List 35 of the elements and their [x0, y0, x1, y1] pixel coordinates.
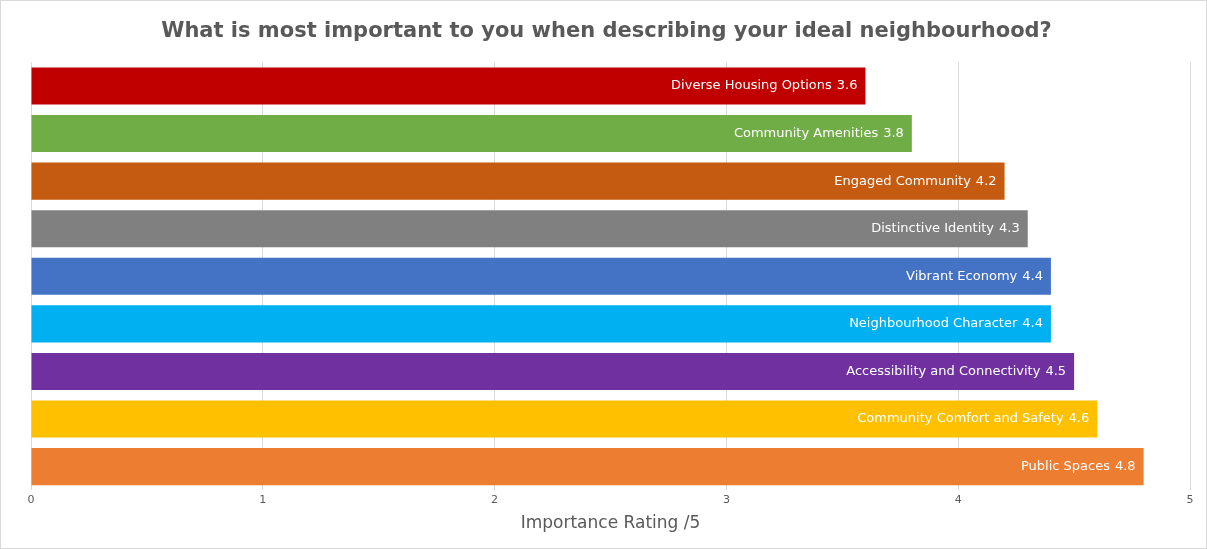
bar [31, 400, 1098, 438]
y-tick-label: Community Amenities [733, 124, 879, 140]
y-tick-label: Community Comfort and Safety [857, 410, 1064, 426]
data-label: 4.6 [1068, 410, 1090, 426]
data-label: 4.2 [975, 172, 997, 188]
data-label: 3.6 [836, 77, 858, 93]
chart-title: What is most important to you when describing your ideal neighbourhood? [161, 18, 1052, 43]
bar [31, 115, 912, 153]
x-tick-label: 5 [1186, 492, 1194, 506]
x-tick-label: 1 [259, 492, 267, 506]
data-label: 4.3 [999, 220, 1020, 236]
y-tick-label: Accessibility and Connectivity [846, 362, 1041, 378]
bar [31, 448, 1144, 486]
x-tick-label: 2 [491, 492, 499, 506]
data-label: 4.5 [1045, 362, 1067, 378]
data-label: 4.8 [1114, 457, 1136, 473]
y-tick-label: Public Spaces [1020, 457, 1111, 473]
bar [31, 257, 1051, 295]
y-tick-label: Diverse Housing Options [671, 77, 833, 93]
x-axis-title: Importance Rating /5 [520, 512, 701, 533]
y-tick-label: Vibrant Economy [906, 267, 1018, 283]
bar [31, 162, 1005, 200]
x-tick-label: 0 [27, 492, 35, 506]
bar [31, 210, 1028, 248]
data-label: 3.8 [883, 124, 904, 140]
data-label: 4.4 [1022, 267, 1043, 283]
bar [31, 67, 866, 105]
y-tick-label: Engaged Community [834, 172, 972, 188]
x-tick-label: 4 [954, 492, 962, 506]
y-tick-label: Neighbourhood Character [849, 315, 1018, 331]
data-label: 4.4 [1022, 315, 1043, 331]
x-tick-label: 3 [722, 492, 730, 506]
bar [31, 305, 1051, 343]
bar [31, 352, 1075, 391]
y-tick-label: Distinctive Identity [871, 220, 995, 236]
